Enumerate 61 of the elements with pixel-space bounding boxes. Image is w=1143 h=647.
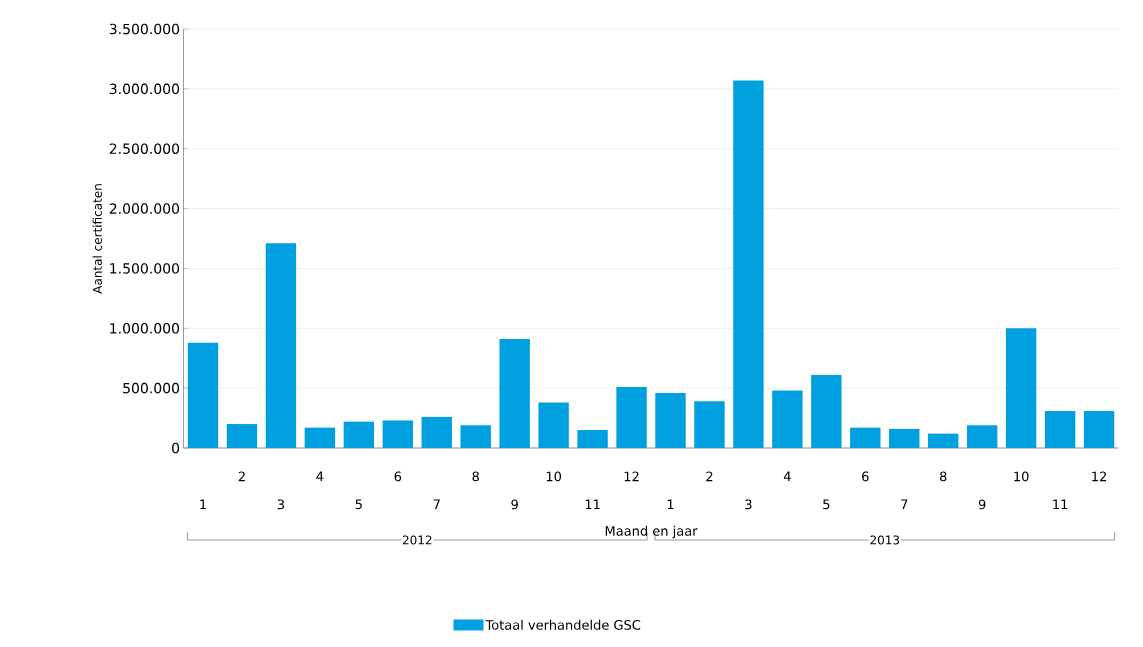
y-tick-label: 500.000 bbox=[123, 382, 180, 394]
x-tick-label: 8 bbox=[939, 471, 947, 482]
y-tick-label: 1.500.000 bbox=[110, 263, 180, 274]
x-tick-label: 9 bbox=[978, 499, 986, 510]
y-axis-title: Aantal certificaten bbox=[92, 184, 102, 294]
x-tick-label: 11 bbox=[585, 499, 600, 509]
y-tick-label: 0 bbox=[172, 442, 180, 454]
bar bbox=[616, 386, 647, 448]
legend-label: Totaal verhandelde GSC bbox=[485, 619, 641, 630]
bar bbox=[499, 339, 530, 448]
x-tick-label: 6 bbox=[862, 471, 869, 482]
bar bbox=[1044, 410, 1076, 448]
bar bbox=[811, 374, 842, 448]
bar bbox=[966, 425, 998, 448]
bar bbox=[538, 402, 569, 448]
bar bbox=[304, 427, 336, 448]
bar bbox=[343, 421, 375, 448]
bar bbox=[187, 342, 219, 448]
bar bbox=[1083, 410, 1115, 448]
bar bbox=[928, 433, 959, 448]
bar bbox=[577, 430, 608, 448]
bar bbox=[655, 392, 686, 448]
bar bbox=[694, 401, 725, 448]
y-tick-label: 3.500.000 bbox=[109, 23, 180, 35]
bar bbox=[460, 425, 491, 448]
x-tick-label: 7 bbox=[433, 499, 440, 509]
y-tick-label: 1.000.000 bbox=[110, 322, 180, 334]
bar bbox=[772, 390, 803, 448]
y-tick-label: 2.500.000 bbox=[109, 143, 180, 155]
bar bbox=[889, 428, 920, 448]
bar bbox=[733, 80, 764, 448]
x-tick-label: 7 bbox=[901, 499, 908, 509]
x-tick-label: 5 bbox=[355, 499, 362, 510]
text: 2012 bbox=[402, 535, 432, 545]
x-tick-label: 10 bbox=[546, 471, 562, 482]
x-tick-label: 4 bbox=[316, 471, 324, 481]
x-axis-title: Maand en jaar bbox=[605, 525, 698, 539]
x-tick-label: 11 bbox=[1053, 499, 1068, 509]
x-tick-label: 12 bbox=[624, 471, 639, 482]
y-tick-label: 2.000.000 bbox=[109, 203, 180, 214]
x-tick-label: 2 bbox=[238, 471, 245, 482]
x-tick-label: 3 bbox=[277, 499, 285, 510]
x-tick-label: 1 bbox=[667, 499, 674, 509]
bar bbox=[850, 427, 881, 448]
text: 2013 bbox=[870, 535, 900, 545]
x-tick-label: 4 bbox=[783, 471, 791, 481]
x-tick-label: 6 bbox=[394, 471, 402, 482]
x-tick-label: 10 bbox=[1014, 471, 1029, 482]
bar bbox=[1005, 328, 1037, 448]
x-tick-label: 1 bbox=[200, 499, 206, 509]
x-tick-label: 9 bbox=[511, 499, 518, 510]
y-tick-label: 3.000.000 bbox=[109, 83, 180, 95]
x-tick-label: 3 bbox=[745, 499, 752, 510]
bar bbox=[265, 243, 297, 448]
x-tick-label: 2 bbox=[706, 471, 713, 482]
bar bbox=[382, 420, 413, 448]
bar bbox=[421, 416, 452, 448]
x-tick-label: 5 bbox=[823, 499, 830, 510]
bar bbox=[226, 424, 258, 448]
x-tick-label: 8 bbox=[472, 471, 479, 482]
x-tick-label: 12 bbox=[1092, 471, 1107, 482]
